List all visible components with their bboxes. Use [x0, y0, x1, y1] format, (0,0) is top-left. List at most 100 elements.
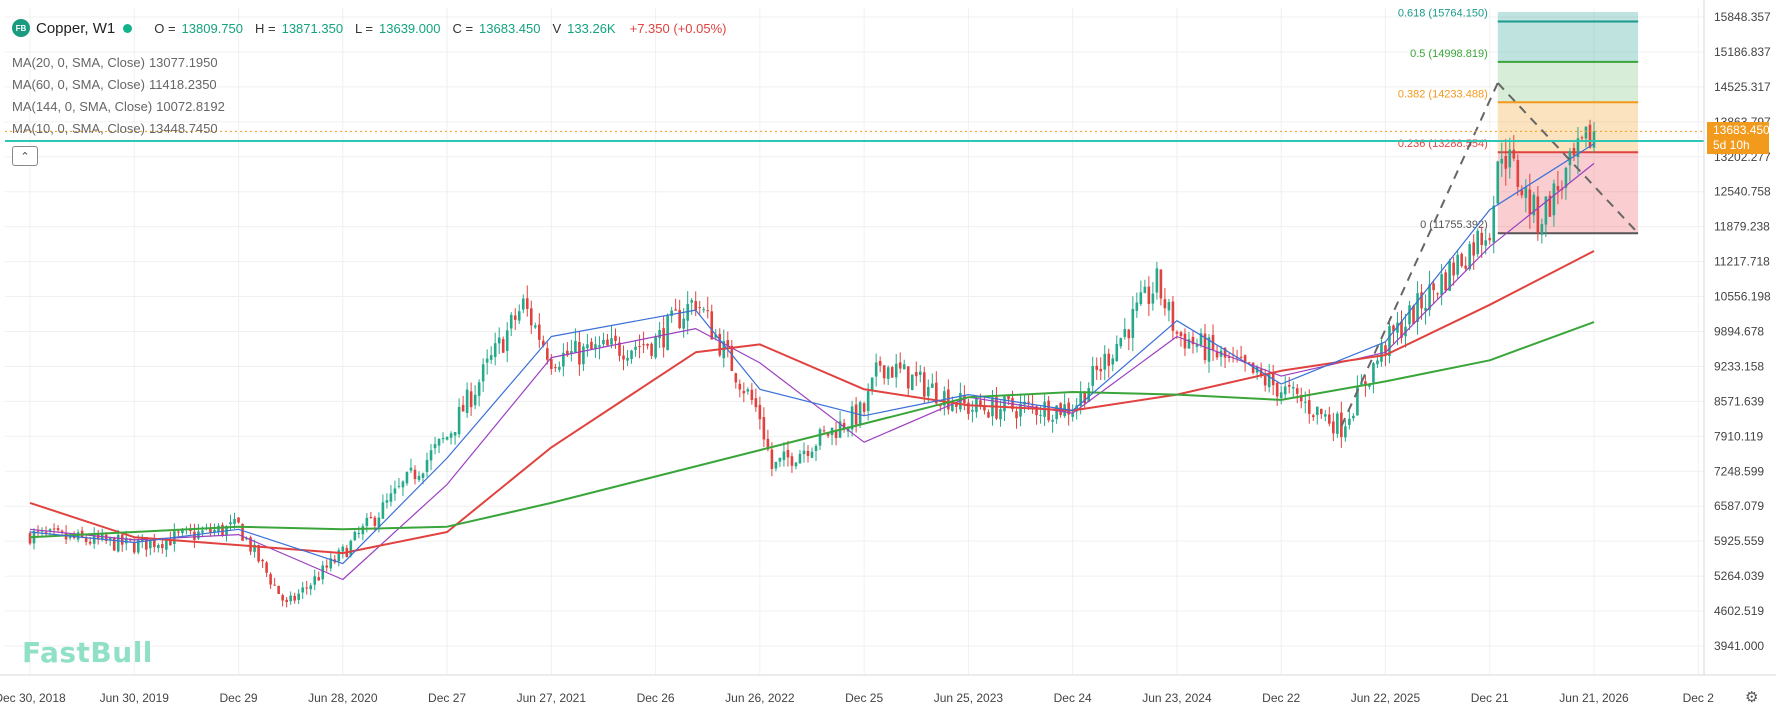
- candle-body[interactable]: [1568, 151, 1572, 166]
- candle-body[interactable]: [910, 374, 914, 390]
- candle-body[interactable]: [465, 389, 469, 413]
- candle-body[interactable]: [265, 562, 268, 573]
- candle-body[interactable]: [1175, 331, 1179, 334]
- candle-body[interactable]: [1428, 284, 1431, 310]
- candle-body[interactable]: [1267, 374, 1271, 388]
- candle-body[interactable]: [1283, 386, 1287, 395]
- candle-body[interactable]: [1251, 362, 1255, 373]
- candle-body[interactable]: [493, 343, 497, 358]
- candle-body[interactable]: [76, 532, 80, 540]
- candle-body[interactable]: [1480, 232, 1484, 246]
- candle-body[interactable]: [349, 540, 353, 556]
- candle-body[interactable]: [826, 432, 830, 436]
- candle-body[interactable]: [249, 537, 252, 552]
- candle-body[interactable]: [738, 383, 742, 390]
- candle-body[interactable]: [714, 334, 718, 338]
- candle-body[interactable]: [983, 406, 986, 411]
- candle-body[interactable]: [401, 481, 405, 488]
- candle-body[interactable]: [257, 545, 260, 562]
- candle-body[interactable]: [473, 394, 477, 406]
- candle-body[interactable]: [943, 391, 946, 406]
- candle-body[interactable]: [670, 310, 673, 316]
- candle-body[interactable]: [814, 445, 818, 451]
- candle-body[interactable]: [1055, 405, 1058, 420]
- candle-body[interactable]: [987, 412, 990, 418]
- ma-line[interactable]: [29, 321, 1595, 539]
- candle-body[interactable]: [1544, 196, 1548, 225]
- candle-body[interactable]: [1075, 405, 1078, 412]
- candle-body[interactable]: [858, 402, 862, 424]
- candle-body[interactable]: [281, 595, 284, 601]
- candle-body[interactable]: [104, 534, 108, 541]
- candle-body[interactable]: [906, 366, 910, 389]
- candle-body[interactable]: [898, 362, 902, 369]
- candle-body[interactable]: [1151, 293, 1155, 304]
- candle-body[interactable]: [1227, 356, 1231, 358]
- candle-body[interactable]: [253, 544, 256, 552]
- candle-body[interactable]: [1207, 337, 1211, 362]
- candle-body[interactable]: [377, 517, 381, 527]
- candle-body[interactable]: [120, 534, 124, 545]
- candle-body[interactable]: [269, 574, 272, 585]
- candle-body[interactable]: [726, 340, 730, 347]
- candle-body[interactable]: [770, 449, 774, 469]
- candle-body[interactable]: [947, 389, 950, 410]
- candle-body[interactable]: [1131, 308, 1135, 338]
- candle-body[interactable]: [1348, 418, 1351, 425]
- candle-body[interactable]: [1396, 322, 1399, 333]
- candle-body[interactable]: [750, 389, 754, 401]
- candle-body[interactable]: [233, 518, 236, 524]
- candle-body[interactable]: [1512, 149, 1516, 159]
- candle-body[interactable]: [926, 387, 930, 397]
- candle-body[interactable]: [181, 529, 184, 533]
- candle-body[interactable]: [1320, 408, 1323, 415]
- candle-body[interactable]: [802, 450, 806, 455]
- candle-body[interactable]: [794, 462, 798, 467]
- candle-body[interactable]: [88, 541, 92, 544]
- candle-body[interactable]: [149, 539, 152, 549]
- candle-body[interactable]: [1275, 382, 1279, 397]
- candle-body[interactable]: [108, 537, 112, 540]
- candle-body[interactable]: [285, 599, 288, 603]
- candle-body[interactable]: [1091, 366, 1095, 386]
- candle-body[interactable]: [337, 550, 341, 562]
- candle-body[interactable]: [1548, 195, 1552, 217]
- candle-body[interactable]: [586, 344, 589, 349]
- candle-body[interactable]: [397, 485, 401, 487]
- candle-body[interactable]: [1460, 253, 1463, 267]
- gear-icon[interactable]: ⚙: [1745, 689, 1759, 706]
- candle-body[interactable]: [229, 522, 232, 525]
- candle-body[interactable]: [602, 339, 605, 345]
- candle-body[interactable]: [614, 335, 617, 341]
- candle-body[interactable]: [1167, 302, 1171, 311]
- candle-body[interactable]: [674, 309, 677, 311]
- candle-body[interactable]: [1115, 344, 1119, 362]
- candle-body[interactable]: [1039, 414, 1042, 416]
- candle-body[interactable]: [373, 517, 377, 526]
- candle-body[interactable]: [1536, 196, 1540, 234]
- candle-body[interactable]: [1524, 187, 1528, 198]
- candle-body[interactable]: [461, 404, 465, 412]
- candle-body[interactable]: [918, 371, 922, 375]
- candle-body[interactable]: [702, 309, 706, 311]
- candle-body[interactable]: [521, 298, 525, 310]
- candle-body[interactable]: [213, 529, 216, 533]
- candle-body[interactable]: [686, 303, 689, 321]
- candle-body[interactable]: [558, 366, 561, 370]
- candle-body[interactable]: [124, 537, 128, 544]
- candle-body[interactable]: [453, 432, 457, 436]
- ma-line[interactable]: [29, 162, 1595, 581]
- candle-body[interactable]: [1592, 131, 1596, 148]
- candle-body[interactable]: [1488, 237, 1492, 241]
- candle-body[interactable]: [1432, 283, 1435, 291]
- candle-body[interactable]: [1468, 244, 1471, 270]
- candle-body[interactable]: [886, 367, 890, 379]
- candle-body[interactable]: [678, 309, 681, 329]
- candle-body[interactable]: [935, 382, 938, 404]
- candle-body[interactable]: [329, 558, 333, 569]
- candle-body[interactable]: [590, 341, 593, 350]
- candle-body[interactable]: [1564, 167, 1568, 188]
- candle-body[interactable]: [189, 529, 192, 532]
- candle-body[interactable]: [136, 540, 140, 553]
- candle-body[interactable]: [1580, 137, 1584, 139]
